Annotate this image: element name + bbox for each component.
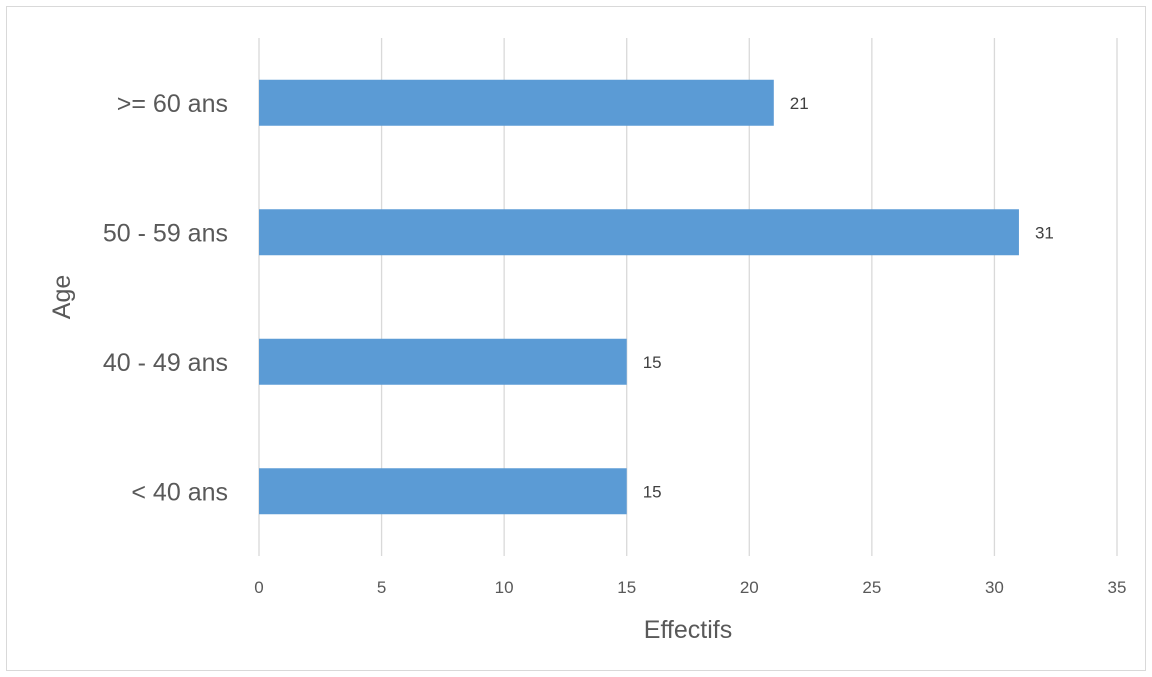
x-tick-label: 5 <box>377 578 386 597</box>
bar <box>259 338 627 385</box>
bar <box>259 209 1019 256</box>
data-label: 31 <box>1035 223 1054 242</box>
x-tick-label: 0 <box>254 578 263 597</box>
data-labels: 15 15 31 21 <box>643 94 1054 502</box>
data-label: 15 <box>643 482 662 501</box>
bar <box>259 468 627 515</box>
x-tick-label: 35 <box>1108 578 1127 597</box>
category-label: 40 - 49 ans <box>103 349 228 377</box>
bar <box>259 79 774 126</box>
x-axis-title: Effectifs <box>644 616 732 644</box>
data-label: 21 <box>790 94 809 113</box>
x-tick-label: 30 <box>985 578 1004 597</box>
bars <box>259 79 1019 515</box>
x-tick-label: 10 <box>495 578 514 597</box>
y-axis-title: Age <box>48 275 76 319</box>
x-tick-label: 25 <box>862 578 881 597</box>
category-label: >= 60 ans <box>117 90 228 118</box>
x-tick-label: 15 <box>617 578 636 597</box>
x-tick-label: 20 <box>740 578 759 597</box>
category-label: < 40 ans <box>131 478 228 506</box>
data-label: 15 <box>643 353 662 372</box>
category-labels: < 40 ans 40 - 49 ans 50 - 59 ans >= 60 ans <box>103 90 228 507</box>
x-tick-labels: 0 5 10 15 20 25 30 35 <box>254 578 1126 597</box>
category-label: 50 - 59 ans <box>103 219 228 247</box>
